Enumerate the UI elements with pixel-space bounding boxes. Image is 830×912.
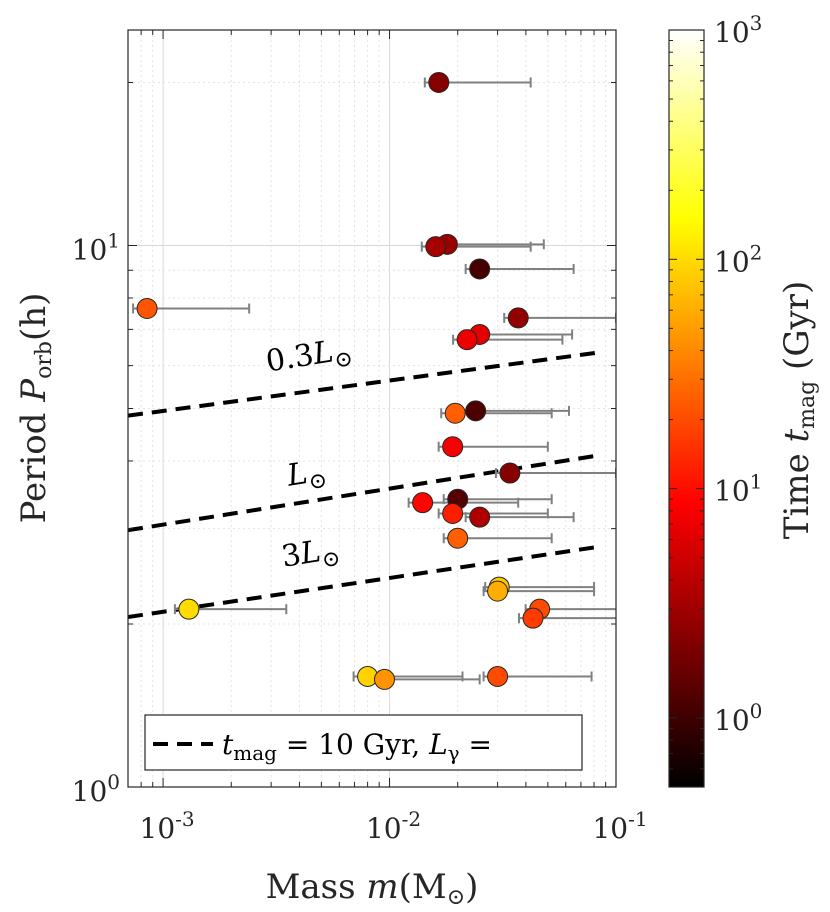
colorbar-tick-label: 102 bbox=[714, 240, 762, 278]
data-point bbox=[444, 402, 466, 424]
y-axis-label: Period Porb(h) bbox=[14, 293, 57, 524]
line-label: 0.3L⊙ bbox=[264, 331, 355, 384]
y-tick-label: 101 bbox=[72, 228, 120, 266]
luminosity-line bbox=[128, 453, 601, 533]
legend-label: tmag = 10 Gyr, Lγ = bbox=[222, 728, 492, 765]
axis-ticks bbox=[127, 30, 617, 788]
data-point bbox=[456, 329, 478, 351]
data-point bbox=[487, 580, 509, 602]
colorbar-gradient bbox=[668, 29, 705, 788]
data-point bbox=[178, 598, 200, 620]
y-tick-label: 100 bbox=[72, 770, 120, 808]
data-point bbox=[465, 400, 487, 422]
luminosity-line bbox=[128, 544, 601, 620]
colorbar-label: Time tmag (Gyr) bbox=[777, 281, 820, 539]
line-label: 3L⊙ bbox=[279, 531, 342, 579]
data-point bbox=[487, 665, 509, 687]
x-tick-label: 10-3 bbox=[140, 807, 195, 845]
data-point bbox=[373, 668, 395, 690]
colorbar-ticks: 100 101 102 103 bbox=[669, 11, 762, 788]
luminosity-lines bbox=[128, 350, 601, 620]
colorbar-tick-label: 100 bbox=[714, 699, 762, 737]
line-labels: 0.3L⊙L⊙3L⊙ bbox=[264, 331, 355, 579]
data-point bbox=[469, 258, 491, 280]
data-point bbox=[442, 502, 464, 524]
data-point bbox=[136, 297, 158, 319]
data-point bbox=[469, 506, 491, 528]
data-points bbox=[136, 71, 551, 690]
data-point bbox=[522, 607, 544, 629]
data-point bbox=[442, 436, 464, 458]
data-point bbox=[425, 236, 447, 258]
legend-box bbox=[144, 714, 583, 771]
colorbar-tick-label: 101 bbox=[714, 470, 762, 508]
x-tick-label: 10-2 bbox=[366, 807, 421, 845]
data-point bbox=[507, 307, 529, 329]
y-tick-labels: 100 101 bbox=[72, 228, 120, 808]
data-point bbox=[412, 492, 434, 514]
data-point bbox=[447, 527, 469, 549]
colorbar-tick-label: 103 bbox=[714, 11, 762, 49]
luminosity-line bbox=[128, 350, 601, 418]
colorbar: 100 101 102 103 Time tmag (Gyr) bbox=[668, 11, 820, 788]
x-tick-labels: 10-3 10-2 10-1 bbox=[140, 807, 648, 845]
data-point bbox=[499, 462, 521, 484]
data-point bbox=[428, 71, 450, 93]
x-axis-label: Mass m(M⊙) bbox=[266, 867, 479, 910]
x-tick-label: 10-1 bbox=[592, 807, 647, 845]
legend: tmag = 10 Gyr, Lγ = bbox=[144, 714, 583, 771]
